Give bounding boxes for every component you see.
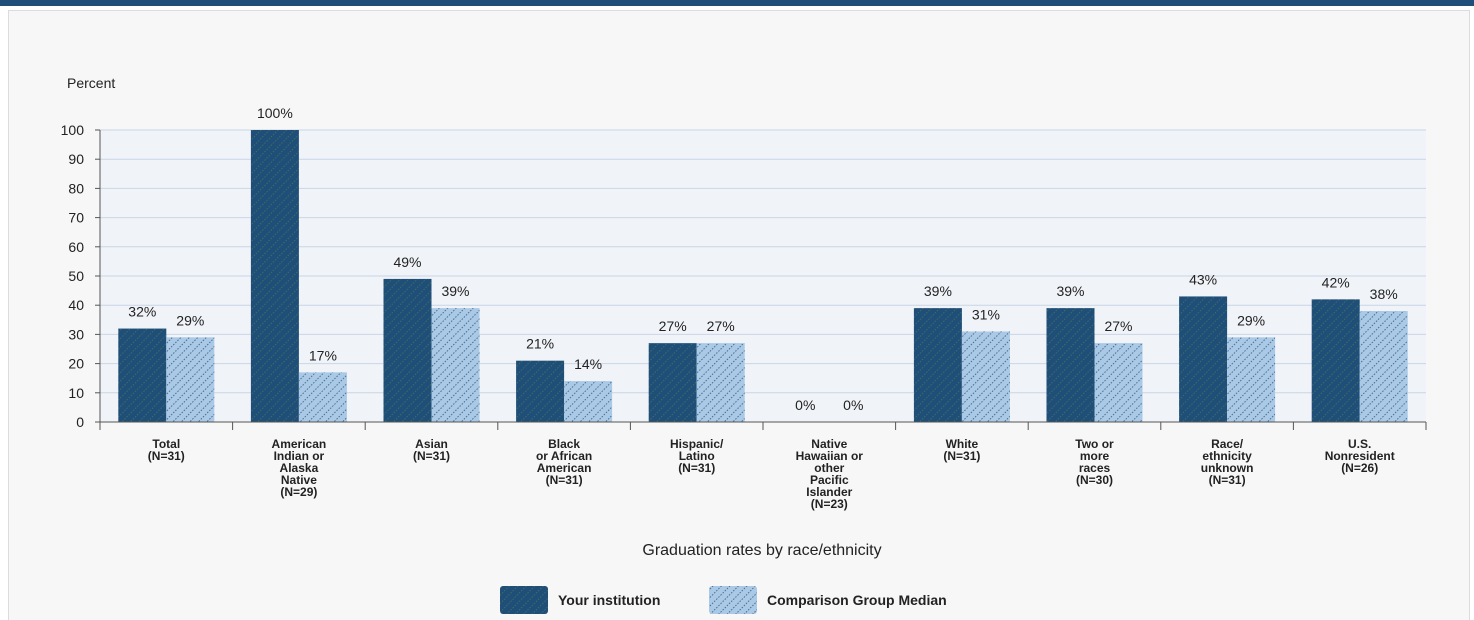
bar-comparison-median (961, 331, 1010, 422)
data-label: 100% (257, 105, 293, 121)
category-label: American (272, 437, 327, 451)
y-tick-label: 40 (68, 297, 84, 313)
bar-comparison-median (1227, 337, 1276, 422)
legend-label-comparison-median: Comparison Group Median (767, 592, 947, 608)
bar-your-institution (1311, 299, 1360, 422)
category-label: (N=31) (678, 461, 715, 475)
category-label: ethnicity (1202, 449, 1252, 463)
category-label: Asian (415, 437, 448, 451)
category-label: Nonresident (1325, 449, 1395, 463)
legend-label-your-institution: Your institution (558, 592, 660, 608)
data-label: 17% (309, 347, 337, 363)
bar-comparison-median (696, 343, 745, 422)
category-label: or African (536, 449, 592, 463)
data-label: 21% (526, 336, 554, 352)
category-label: (N=30) (1076, 473, 1113, 487)
bar-comparison-median (298, 372, 347, 422)
y-tick-label: 100 (61, 122, 85, 138)
category-label: unknown (1201, 461, 1254, 475)
x-axis-title: Graduation rates by race/ethnicity (642, 542, 881, 559)
data-label: 38% (1370, 286, 1398, 302)
bar-your-institution (1046, 308, 1095, 422)
category-label: (N=29) (280, 485, 317, 499)
category-label: (N=23) (811, 497, 848, 511)
data-label: 31% (972, 306, 1000, 322)
category-label: (N=31) (1209, 473, 1246, 487)
y-tick-label: 80 (68, 180, 84, 196)
category-label: Native (811, 437, 847, 451)
bar-your-institution (250, 130, 299, 422)
legend-swatch-comparison-median (709, 586, 757, 614)
category-label: (N=31) (546, 473, 583, 487)
y-tick-label: 20 (68, 356, 84, 372)
data-label: 0% (843, 397, 863, 413)
bar-comparison-median (166, 337, 215, 422)
category-label: Hispanic/ (670, 437, 724, 451)
bar-comparison-median (564, 381, 613, 422)
y-axis-title: Percent (67, 75, 115, 91)
y-tick-label: 90 (68, 151, 84, 167)
bar-your-institution (1179, 296, 1228, 422)
category-label: (N=31) (943, 449, 980, 463)
y-tick-label: 0 (76, 414, 84, 430)
data-label: 27% (707, 318, 735, 334)
category-label: American (537, 461, 592, 475)
category-label: U.S. (1348, 437, 1371, 451)
data-label: 42% (1322, 274, 1350, 290)
data-label: 32% (128, 304, 156, 320)
category-label: other (814, 461, 844, 475)
data-label: 27% (1104, 318, 1132, 334)
bar-comparison-median (1094, 343, 1143, 422)
category-label: White (946, 437, 979, 451)
data-label: 29% (176, 312, 204, 328)
bar-comparison-median (431, 308, 480, 422)
category-label: (N=26) (1341, 461, 1378, 475)
data-label: 0% (795, 397, 815, 413)
category-label: Black (548, 437, 580, 451)
y-tick-label: 50 (68, 268, 84, 284)
data-label: 29% (1237, 312, 1265, 328)
category-label: Race/ (1211, 437, 1244, 451)
data-label: 14% (574, 356, 602, 372)
category-label: (N=31) (148, 449, 185, 463)
y-tick-label: 10 (68, 385, 84, 401)
category-label: Islander (806, 485, 852, 499)
category-label: Indian or (274, 449, 325, 463)
bar-your-institution (648, 343, 697, 422)
y-tick-label: 60 (68, 239, 84, 255)
bar-your-institution (516, 360, 565, 422)
data-label: 39% (924, 283, 952, 299)
category-label: Two or (1075, 437, 1114, 451)
data-label: 49% (393, 254, 421, 270)
data-label: 43% (1189, 271, 1217, 287)
category-label: Total (152, 437, 180, 451)
data-label: 27% (659, 318, 687, 334)
category-label: Latino (679, 449, 715, 463)
category-label: more (1080, 449, 1110, 463)
category-label: Native (281, 473, 317, 487)
data-label: 39% (441, 283, 469, 299)
data-label: 39% (1056, 283, 1084, 299)
bar-your-institution (118, 328, 167, 422)
category-label: (N=31) (413, 449, 450, 463)
legend: Your institution Comparison Group Median (500, 586, 947, 614)
y-tick-label: 70 (68, 210, 84, 226)
category-label: Pacific (810, 473, 849, 487)
y-tick-label: 30 (68, 326, 84, 342)
bar-your-institution (383, 278, 432, 422)
bar-comparison-median (1359, 311, 1408, 422)
category-label: Alaska (280, 461, 319, 475)
top-accent-bar (0, 0, 1474, 6)
bar-your-institution (913, 308, 962, 422)
category-label: Hawaiian or (796, 449, 864, 463)
legend-swatch-your-institution (500, 586, 548, 614)
category-label: races (1079, 461, 1111, 475)
